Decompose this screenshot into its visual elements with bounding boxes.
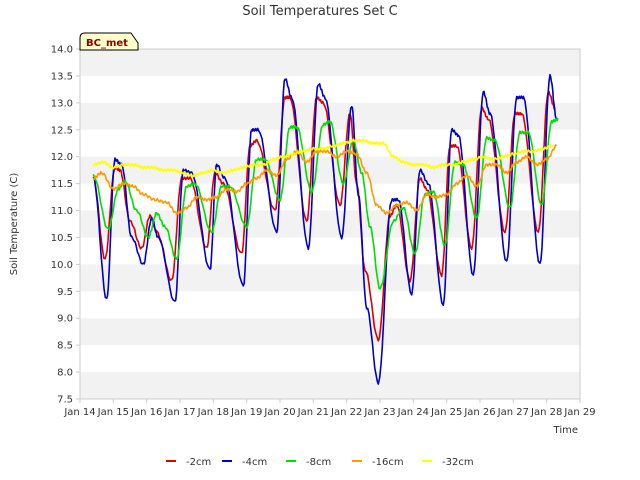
grid-band bbox=[80, 210, 580, 238]
y-axis-label: Soil Temperature (C) bbox=[9, 173, 20, 276]
x-tick-label: Jan 18 bbox=[197, 407, 229, 418]
x-tick-label: Jan 25 bbox=[430, 407, 462, 418]
y-tick-label: 12.5 bbox=[51, 125, 73, 136]
x-tick-label: Jan 28 bbox=[530, 407, 562, 418]
x-tick-label: Jan 20 bbox=[263, 407, 295, 418]
y-tick-label: 8.0 bbox=[57, 368, 73, 379]
x-axis: Jan 14 Jan 15 Jan 16 Jan 17 Jan 18 Jan 19 Jan … bbox=[63, 399, 596, 418]
station-badge-label: BC_met bbox=[86, 38, 128, 49]
legend-label: -2cm bbox=[186, 457, 211, 468]
x-tick-label: Jan 21 bbox=[297, 407, 329, 418]
grid-band bbox=[80, 264, 580, 292]
x-tick-label: Jan 29 bbox=[563, 407, 595, 418]
x-axis-label: Time bbox=[553, 425, 578, 436]
x-tick-label: Jan 26 bbox=[463, 407, 495, 418]
grid-band bbox=[80, 372, 580, 399]
y-tick-label: 10.5 bbox=[51, 233, 73, 244]
y-tick-label: 7.5 bbox=[57, 395, 73, 406]
y-tick-label: 12.0 bbox=[51, 152, 73, 163]
x-tick-label: Jan 19 bbox=[230, 407, 262, 418]
plot-area-border bbox=[79, 48, 581, 400]
y-tick-label: 8.5 bbox=[57, 341, 73, 352]
grid-band bbox=[80, 156, 580, 184]
y-tick-label: 13.0 bbox=[51, 98, 73, 109]
grid-band bbox=[80, 49, 580, 76]
y-tick-label: 9.5 bbox=[57, 287, 73, 298]
x-tick-label: Jan 14 bbox=[63, 407, 95, 418]
series-line-4cmcm bbox=[92, 73, 558, 385]
y-tick-label: 11.5 bbox=[51, 179, 73, 190]
y-axis: 7.5 8.0 8.5 9.0 9.5 10.0 10.5 11.0 11.5 12.0 12.5 1… bbox=[51, 45, 80, 406]
y-tick-label: 10.0 bbox=[51, 260, 73, 271]
x-tick-label: Jan 27 bbox=[497, 407, 529, 418]
legend-label: -32cm bbox=[442, 457, 474, 468]
legend-label: -8cm bbox=[306, 457, 331, 468]
station-badge-box bbox=[79, 32, 139, 51]
y-tick-label: 11.0 bbox=[51, 206, 73, 217]
grid-band bbox=[80, 318, 580, 346]
y-tick-label: 14.0 bbox=[51, 45, 73, 56]
chart-title: Soil Temperatures Set C bbox=[242, 4, 397, 19]
legend-label: -4cm bbox=[242, 457, 267, 468]
legend-label: -16cm bbox=[372, 457, 404, 468]
x-tick-label: Jan 15 bbox=[97, 407, 129, 418]
series-lines bbox=[92, 73, 559, 385]
station-badge: BC_met bbox=[79, 32, 139, 51]
x-tick-label: Jan 17 bbox=[163, 407, 195, 418]
y-tick-label: 9.0 bbox=[57, 314, 73, 325]
x-tick-label: Jan 16 bbox=[130, 407, 162, 418]
x-tick-label: Jan 22 bbox=[330, 407, 362, 418]
x-tick-label: Jan 23 bbox=[363, 407, 395, 418]
series-line-32cmcm bbox=[92, 138, 554, 178]
x-tick-label: Jan 24 bbox=[397, 407, 429, 418]
y-tick-label: 13.5 bbox=[51, 71, 73, 82]
legend: -2cm -4cm -8cm -16cm -32cm bbox=[166, 457, 474, 468]
grid-bands bbox=[80, 49, 580, 399]
series-line-16cmcm bbox=[92, 144, 558, 216]
